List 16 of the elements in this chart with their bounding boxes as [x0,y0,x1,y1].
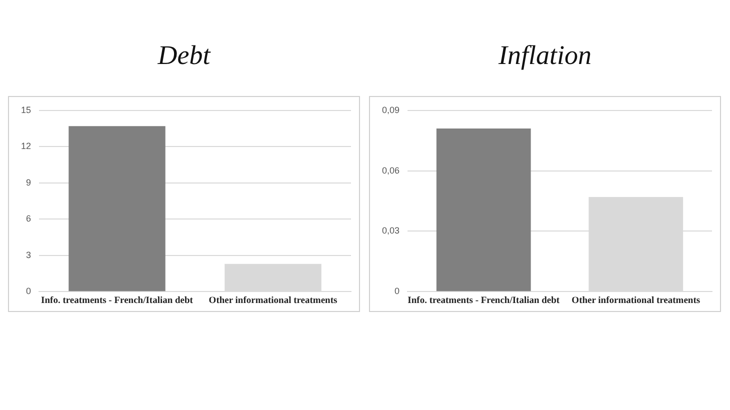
x-tick-label: Other informational treatments [572,296,700,306]
y-tick-label: 0,09 [382,104,400,115]
y-tick-label: 3 [26,250,32,260]
chart-title: Inflation [498,39,592,72]
y-tick-label: 9 [26,177,32,188]
y-tick-label: 0 [26,286,32,296]
y-tick-label: 0 [394,286,400,296]
y-tick-label: 15 [20,104,32,115]
x-tick-label: Info. treatments - French/Italian debt [41,296,194,306]
x-tick-label: Info. treatments - French/Italian debt [408,296,560,306]
x-tick-label: Other informational treatments [208,296,338,306]
chart-title: Debt [156,39,212,72]
y-tick-label: 0,03 [382,226,400,236]
y-tick-label: 12 [20,141,32,152]
y-tick-label: 0,06 [382,165,400,176]
y-tick-label: 6 [26,214,32,224]
